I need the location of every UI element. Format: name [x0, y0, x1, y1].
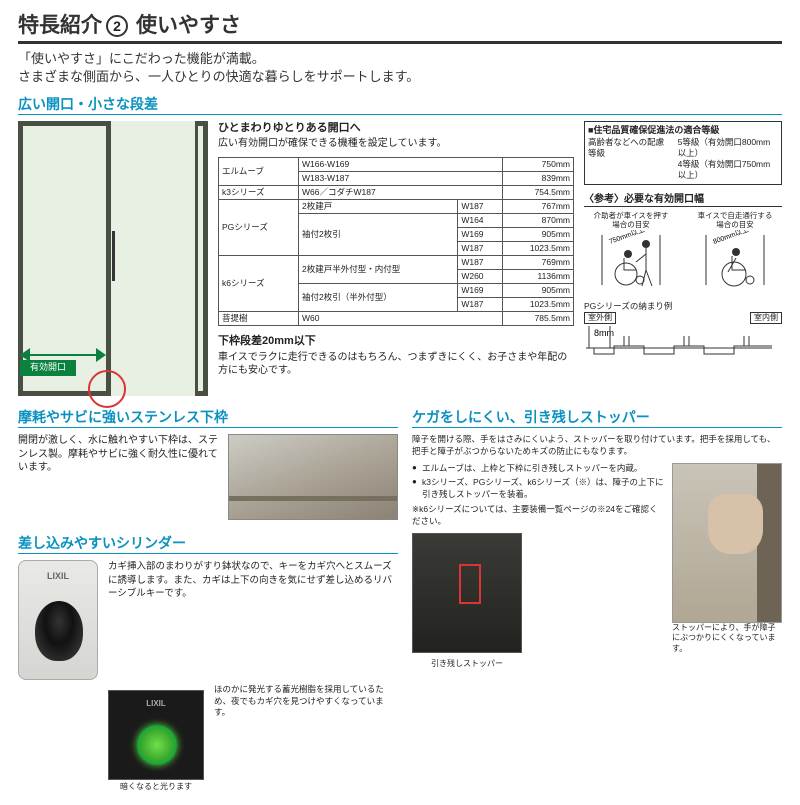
- door-diagram: 有効開口: [18, 121, 208, 396]
- highlight-circle-icon: [88, 370, 126, 408]
- pg-in-label: 室内側: [750, 312, 782, 324]
- wheel-row: 介助者が車イスを押す場合の目安 750mm以上 車イスで自走通行する場合の目安: [584, 211, 782, 293]
- opening-arrow: [26, 354, 104, 356]
- glow-text: ほのかに発光する蓄光樹脂を採用しているため、夜でもカギ穴を見つけやすくなっていま…: [214, 684, 398, 718]
- list-item: エルムーブは、上枠と下枠に引き残しストッパーを内蔵。: [412, 463, 664, 474]
- table-row: エルムーブW166-W169750mm: [219, 157, 574, 171]
- lixil-logo-dark: LIXIL: [109, 699, 203, 709]
- grade-l1: 高齢者などへの配慮等級: [588, 137, 672, 181]
- title-row: 特長紹介 2 使いやすさ: [18, 12, 782, 44]
- table-row: PGシリーズ2枚建戸W187767mm: [219, 199, 574, 213]
- grade-l3: 4等級（有効開口750mm以上）: [678, 159, 778, 181]
- svg-text:750mm以上: 750mm以上: [608, 230, 646, 246]
- lead-text: 「使いやすさ」にこだわった機能が満載。 さまざまな側面から、一人ひとりの快適な暮…: [18, 50, 782, 86]
- stopper-cap2: 引き残しストッパー: [412, 659, 522, 669]
- grade-title: ■住宅品質確保促進法の適合等級: [588, 125, 778, 137]
- section3-body: カギ挿入部のまわりがすり鉢状なので、キーをカギ穴へとスムーズに誘導します。また、…: [108, 560, 398, 600]
- section1-heading: 広い開口・小さな段差: [18, 95, 782, 115]
- lead-line2: さまざまな側面から、一人ひとりの快適な暮らしをサポートします。: [18, 69, 419, 84]
- cylinder-plate-photo: LIXIL: [18, 560, 98, 680]
- glow-caption: 暗くなると光ります: [108, 782, 204, 792]
- list-item: k3シリーズ、PGシリーズ、k6シリーズ（※）は、障子の上下に引き残しストッパー…: [412, 477, 664, 500]
- door-handle: [112, 231, 115, 281]
- stopper-hand-photo: [672, 463, 782, 623]
- lixil-logo: LIXIL: [19, 571, 97, 583]
- glow-ring-icon: [137, 725, 177, 765]
- s1-sub2-b: 車イスでラクに走行できるのはもちろん、つまずきにくく、お子さまや年配の方にも安心…: [218, 351, 574, 378]
- section2-heading: 摩耗やサビに強いステンレス下枠: [18, 408, 398, 428]
- ref-block: 〈参考〉必要な有効開口幅 介助者が車イスを押す場合の目安 750mm以上: [584, 193, 782, 293]
- pg-detail: PGシリーズの納まり例 室外側 室内側 8mm: [584, 301, 782, 367]
- section4-heading: ケガをしにくい、引き残しストッパー: [412, 408, 782, 428]
- row2: 摩耗やサビに強いステンレス下枠 開閉が激しく、水に触れやすい下枠は、ステンレス製…: [18, 408, 782, 793]
- keyhole-icon: [35, 601, 83, 661]
- lead-line1: 「使いやすさ」にこだわった機能が満載。: [18, 51, 265, 66]
- sill-photo: [228, 434, 398, 520]
- wheelchair-assist-icon: 750mm以上: [596, 230, 666, 290]
- section3-heading: 差し込みやすいシリンダー: [18, 534, 398, 554]
- grade-box: ■住宅品質確保促進法の適合等級 高齢者などへの配慮等級 5等級（有効開口800m…: [584, 121, 782, 185]
- glow-photo: LIXIL: [108, 690, 204, 780]
- wheelchair-self-icon: 800mm以上: [700, 230, 770, 290]
- page: 特長紹介 2 使いやすさ 「使いやすさ」にこだわった機能が満載。 さまざまな側面…: [0, 0, 800, 805]
- section1-row: 有効開口 ひとまわりゆとりある開口へ 広い有効開口が確保できる機種を設定していま…: [18, 121, 782, 396]
- s1-sub2-h: 下枠段差20mm以下: [218, 334, 574, 348]
- door-diagram-col: 有効開口: [18, 121, 208, 396]
- table-row: k6シリーズ2枚建戸半外付型・内付型W187769mm: [219, 255, 574, 269]
- arrow-right-icon: [96, 348, 106, 362]
- sill-section-icon: 8mm: [584, 324, 774, 364]
- cylinder-row: LIXIL カギ挿入部のまわりがすり鉢状なので、キーをカギ穴へとスムーズに誘導し…: [18, 560, 398, 680]
- right-col: ■住宅品質確保促進法の適合等級 高齢者などへの配慮等級 5等級（有効開口800m…: [584, 121, 782, 396]
- table-row: k3シリーズW66／コダチW187754.5mm: [219, 185, 574, 199]
- title-sub: 使いやすさ: [136, 12, 241, 39]
- table-row: 菩提樹W60785.5mm: [219, 312, 574, 326]
- mid-col: ひとまわりゆとりある開口へ 広い有効開口が確保できる機種を設定しています。 エル…: [218, 121, 574, 396]
- col-left: 摩耗やサビに強いステンレス下枠 開閉が激しく、水に触れやすい下枠は、ステンレス製…: [18, 408, 398, 793]
- cylinder-text-col: カギ挿入部のまわりがすり鉢状なので、キーをカギ穴へとスムーズに誘導します。また、…: [108, 560, 398, 680]
- door-panel: [106, 121, 198, 396]
- title-main: 特長紹介: [18, 12, 102, 39]
- section4-body: 障子を開ける際、手をはさみにくいよう、ストッパーを取り付けています。把手を採用し…: [412, 434, 782, 457]
- svg-text:800mm以上: 800mm以上: [712, 230, 750, 246]
- grade-l2: 5等級（有効開口800mm以上）: [678, 137, 778, 159]
- svg-text:8mm: 8mm: [594, 328, 614, 338]
- ref-title: 〈参考〉必要な有効開口幅: [584, 193, 782, 207]
- pg-out-label: 室外側: [584, 312, 616, 324]
- pg-title: PGシリーズの納まり例: [584, 301, 782, 312]
- stopper-detail-photo: [412, 533, 522, 653]
- s1-sub1-b: 広い有効開口が確保できる機種を設定しています。: [218, 137, 574, 151]
- col-right: ケガをしにくい、引き残しストッパー 障子を開ける際、手をはさみにくいよう、ストッ…: [412, 408, 782, 793]
- opening-label: 有効開口: [20, 360, 76, 376]
- s1-sub1-h: ひとまわりゆとりある開口へ: [218, 121, 574, 135]
- wheel-fig-1: 介助者が車イスを押す場合の目安 750mm以上: [591, 211, 671, 293]
- spec-table: エルムーブW166-W169750mm W183-W187839mm k3シリー…: [218, 157, 574, 327]
- wheel-fig-2: 車イスで自走通行する場合の目安 800mm以上: [695, 211, 775, 293]
- stopper-list: エルムーブは、上枠と下枠に引き残しストッパーを内蔵。 k3シリーズ、PGシリーズ…: [412, 463, 664, 500]
- wheel-cap-2: 車イスで自走通行する場合の目安: [695, 211, 775, 231]
- wheel-cap-1: 介助者が車イスを押す場合の目安: [591, 211, 671, 231]
- hand-icon: [708, 494, 763, 554]
- stopper-note: ※k6シリーズについては、主要装備一覧ページの※24をご確認ください。: [412, 504, 664, 527]
- title-number-icon: 2: [106, 15, 128, 37]
